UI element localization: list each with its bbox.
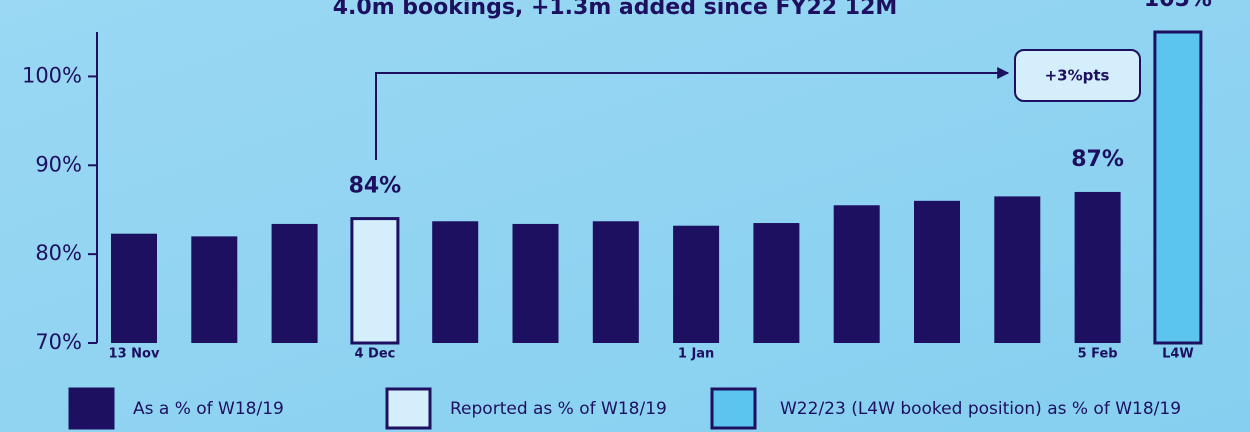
annotation-text: +3%pts	[1045, 67, 1110, 85]
legend-label: Reported as % of W18/19	[450, 399, 667, 419]
bar	[994, 196, 1041, 343]
legend-label: As a % of W18/19	[133, 399, 284, 419]
bar	[432, 221, 479, 343]
y-tick-label: 100%	[22, 63, 82, 87]
chart-title: 4.0m bookings, +1.3m added since FY22 12…	[333, 0, 898, 20]
legend-swatch	[385, 387, 432, 430]
x-tick-label: 5 Feb	[1078, 347, 1118, 362]
bar	[1153, 30, 1203, 345]
y-tick-label: 80%	[35, 241, 82, 265]
bar	[1074, 191, 1121, 343]
bar	[512, 223, 559, 343]
bar	[350, 217, 400, 345]
bar	[753, 223, 800, 343]
x-tick-label: 4 Dec	[354, 347, 395, 362]
data-label: 87%	[1071, 147, 1124, 172]
x-tick-label: 13 Nov	[109, 347, 160, 362]
data-label: 84%	[349, 174, 402, 199]
bar	[833, 205, 880, 343]
legend-swatch	[710, 387, 757, 430]
annotation-arrow	[375, 67, 1010, 160]
x-tick-label: L4W	[1162, 347, 1194, 362]
bar	[592, 221, 639, 343]
annotation-box	[1014, 49, 1141, 102]
legend-label: W22/23 (L4W booked position) as % of W18…	[780, 399, 1181, 419]
bar	[191, 236, 238, 343]
bar	[271, 223, 318, 343]
bar	[914, 200, 960, 343]
x-tick-label: 1 Jan	[678, 347, 714, 362]
bar	[673, 225, 720, 343]
y-tick-label: 70%	[35, 330, 82, 354]
data-label: 105%	[1144, 0, 1212, 12]
bar	[111, 233, 157, 343]
legend-swatch	[68, 387, 115, 430]
y-tick-label: 90%	[35, 152, 82, 176]
